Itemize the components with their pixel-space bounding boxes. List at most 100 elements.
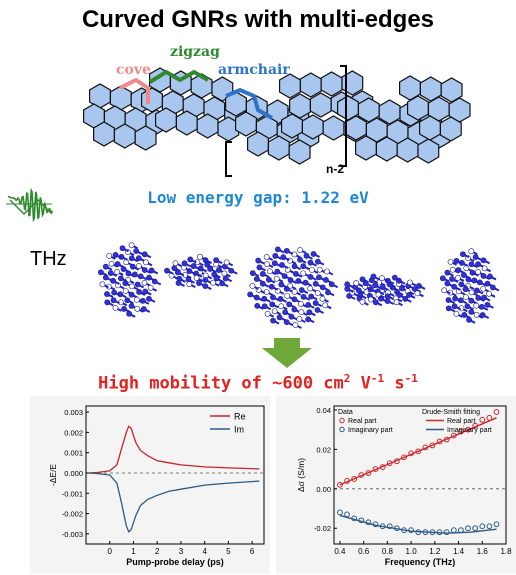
atom (314, 258, 321, 265)
y-tick-label: -0.02 (314, 524, 331, 533)
atom (271, 308, 278, 315)
benzene-ring (322, 115, 345, 141)
atom (472, 254, 479, 260)
mobility-sup-2: -1 (370, 372, 385, 385)
atom (480, 285, 487, 292)
atom (124, 297, 131, 304)
atom (288, 313, 295, 320)
armchair-edge-marker (225, 87, 273, 120)
benzene-ring (301, 114, 324, 140)
atom (141, 251, 148, 258)
atom (106, 252, 113, 259)
benzene-ring (355, 135, 377, 161)
repeat-bracket-left (225, 141, 232, 177)
fit-line (339, 514, 497, 534)
atom (281, 273, 288, 280)
atom (131, 271, 138, 278)
plot-frame (333, 405, 507, 545)
y-tick-label: 0.02 (316, 445, 331, 454)
atom (270, 294, 276, 301)
x-tick-label: 0.6 (358, 547, 370, 556)
atom (455, 275, 461, 281)
atom (135, 255, 142, 262)
atom (441, 287, 448, 294)
atom (164, 267, 170, 274)
legend-fit-label: Imaginary part (447, 427, 492, 434)
atom (449, 266, 456, 273)
atom (117, 275, 124, 282)
atom (296, 316, 303, 322)
atom (439, 275, 446, 282)
atom (197, 253, 203, 260)
mobility-mid: V (350, 373, 371, 394)
benzene-ring (407, 95, 429, 121)
atom (384, 298, 391, 304)
benzene-ring (396, 137, 419, 163)
atom (480, 257, 487, 264)
benzene-ring (247, 131, 269, 157)
atom (325, 289, 331, 296)
atom (309, 267, 315, 273)
benzene-ring (141, 87, 163, 113)
atom (255, 257, 262, 264)
atom (328, 281, 335, 288)
atom (468, 248, 475, 255)
atom (216, 267, 222, 273)
data-point (493, 409, 500, 415)
x-tick-label: 4 (202, 547, 207, 556)
repeat-bracket-right (340, 65, 347, 167)
atom (475, 295, 482, 301)
benzene-ring (113, 123, 136, 149)
atom (134, 305, 141, 312)
atom (378, 295, 384, 302)
data-point (351, 476, 358, 482)
data-point (415, 448, 422, 455)
atom (247, 291, 254, 298)
atom (444, 280, 451, 287)
atom (111, 289, 118, 296)
atom (307, 274, 314, 280)
benzene-ring (134, 125, 157, 151)
atom (284, 293, 291, 299)
x-tick-label: 5 (226, 547, 231, 556)
atom (451, 303, 458, 310)
x-tick-label: 1.0 (406, 547, 418, 556)
atom (202, 283, 209, 289)
y-axis-label: Δσ (S/m) (296, 458, 306, 492)
cove-label: cove (116, 62, 151, 78)
gnr-structure (82, 67, 471, 165)
atom (468, 297, 475, 304)
atom (300, 293, 307, 300)
thz-label: THz (30, 248, 67, 270)
atom (484, 280, 491, 287)
legend-label: Imaginary part (348, 427, 393, 434)
y-tick-label: -0.003 (62, 530, 83, 539)
atom (291, 288, 298, 295)
benzene-ring (175, 110, 198, 136)
atom (273, 275, 280, 282)
atom (134, 281, 141, 288)
atom (462, 294, 469, 300)
atom (265, 276, 272, 283)
atom (291, 263, 298, 270)
y-tick-label: -0.001 (62, 489, 83, 498)
atom (271, 260, 278, 267)
atom (487, 273, 493, 280)
atom (276, 314, 283, 321)
data-point (479, 416, 486, 423)
atom (489, 284, 496, 291)
x-tick-label: 1.6 (477, 547, 489, 556)
benzene-ring (235, 111, 257, 137)
plot-frame (85, 405, 265, 545)
atom (461, 312, 468, 318)
atom (384, 293, 391, 300)
atom (147, 284, 154, 291)
atom (468, 261, 475, 268)
atom (306, 309, 313, 316)
data-point (337, 509, 343, 516)
legend-label: Real part (348, 418, 376, 425)
atom (297, 300, 304, 307)
atom (193, 275, 200, 281)
y-tick-label: 0.000 (64, 469, 83, 478)
atom (478, 303, 485, 310)
